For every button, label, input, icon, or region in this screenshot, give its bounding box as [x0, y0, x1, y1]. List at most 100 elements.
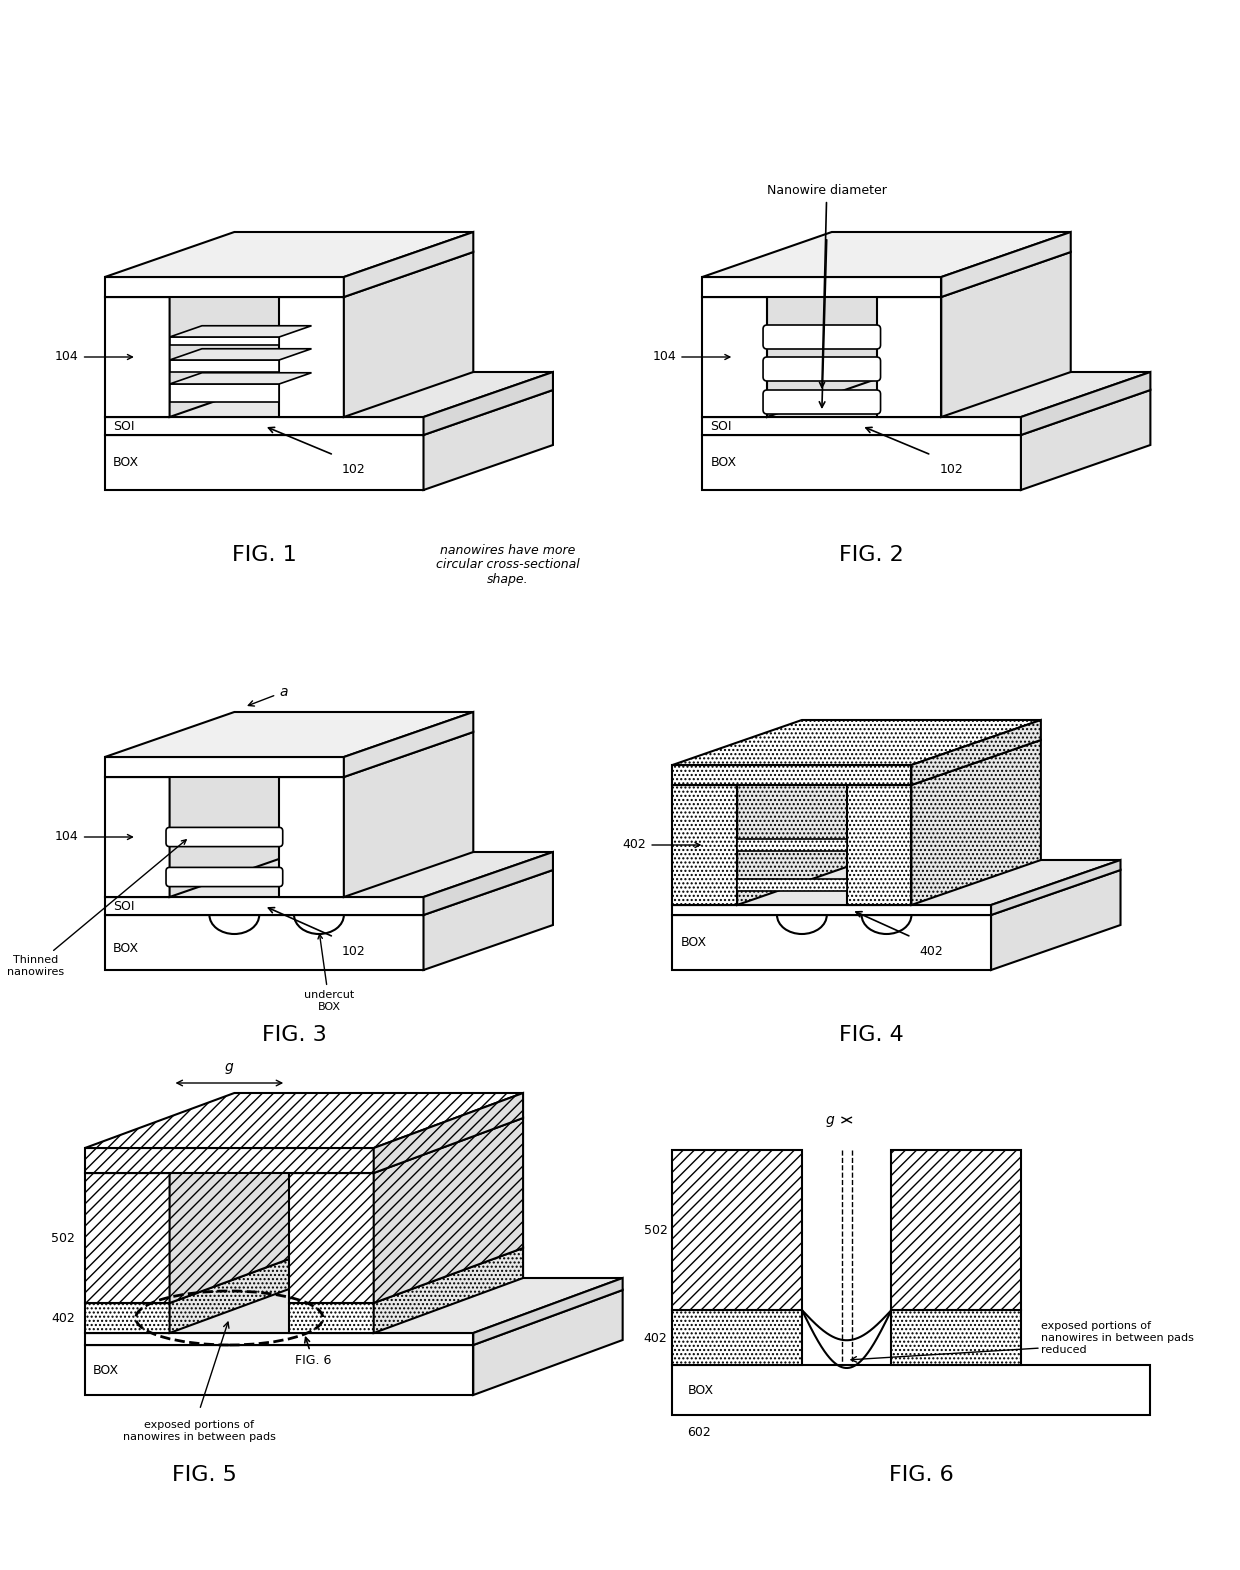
Polygon shape [86, 1173, 170, 1303]
Polygon shape [911, 739, 1040, 904]
Text: 104: 104 [55, 350, 133, 364]
Polygon shape [289, 1303, 373, 1333]
Polygon shape [289, 1248, 523, 1303]
Polygon shape [105, 896, 424, 915]
Polygon shape [1021, 389, 1151, 490]
Polygon shape [105, 418, 424, 435]
Polygon shape [702, 435, 1021, 490]
Text: 102: 102 [939, 463, 963, 476]
Text: Thinned
nanowires: Thinned nanowires [6, 840, 186, 977]
Polygon shape [289, 1118, 523, 1173]
Polygon shape [86, 1291, 622, 1345]
Polygon shape [170, 360, 279, 372]
Polygon shape [279, 732, 474, 777]
Text: FIG. 3: FIG. 3 [262, 1025, 326, 1046]
Polygon shape [1021, 372, 1151, 435]
Text: BOX: BOX [93, 1363, 119, 1377]
Polygon shape [170, 349, 311, 360]
Polygon shape [170, 253, 299, 418]
Text: FIG. 4: FIG. 4 [839, 1025, 904, 1046]
Polygon shape [279, 297, 343, 418]
Text: 402: 402 [622, 838, 699, 851]
Polygon shape [672, 870, 1121, 915]
Polygon shape [892, 1309, 1021, 1364]
Polygon shape [847, 739, 1040, 785]
Polygon shape [941, 253, 1070, 418]
FancyBboxPatch shape [763, 325, 880, 349]
Text: nanowires have more
circular cross-sectional
shape.: nanowires have more circular cross-secti… [436, 543, 580, 587]
FancyBboxPatch shape [763, 389, 880, 414]
Text: BOX: BOX [687, 1383, 713, 1396]
Text: 104: 104 [652, 350, 730, 364]
Polygon shape [672, 721, 1040, 765]
Polygon shape [105, 232, 474, 276]
Polygon shape [105, 297, 170, 418]
Text: 402: 402 [644, 1331, 667, 1344]
Polygon shape [105, 253, 299, 297]
Polygon shape [672, 1364, 1151, 1415]
Text: FIG. 6: FIG. 6 [889, 1465, 954, 1485]
Text: BOX: BOX [681, 936, 707, 950]
Polygon shape [672, 860, 1121, 904]
Polygon shape [702, 297, 768, 418]
Polygon shape [105, 853, 553, 896]
Text: BOX: BOX [113, 942, 139, 955]
Polygon shape [105, 870, 553, 915]
Polygon shape [672, 1149, 802, 1309]
Polygon shape [105, 915, 424, 970]
Text: a: a [248, 685, 288, 706]
FancyBboxPatch shape [166, 867, 283, 887]
Text: exposed portions of
nanowires in between pads: exposed portions of nanowires in between… [123, 1419, 277, 1441]
Polygon shape [105, 276, 343, 297]
Polygon shape [86, 1118, 319, 1173]
Polygon shape [170, 325, 311, 338]
Text: exposed portions of
nanowires in between pads
reduced: exposed portions of nanowires in between… [1040, 1322, 1194, 1355]
Polygon shape [991, 860, 1121, 915]
Polygon shape [847, 785, 911, 904]
Text: 602: 602 [687, 1427, 711, 1440]
Polygon shape [343, 253, 474, 418]
Polygon shape [105, 757, 343, 777]
Polygon shape [105, 372, 553, 418]
Polygon shape [672, 904, 991, 915]
Polygon shape [474, 1278, 622, 1345]
Polygon shape [86, 1345, 474, 1396]
Polygon shape [343, 732, 474, 896]
Polygon shape [702, 418, 1021, 435]
Polygon shape [474, 1291, 622, 1396]
Polygon shape [424, 372, 553, 435]
Text: g: g [826, 1113, 835, 1127]
Text: 502: 502 [644, 1223, 667, 1237]
Text: 402: 402 [919, 945, 944, 958]
Polygon shape [892, 1149, 1021, 1309]
Polygon shape [424, 870, 553, 970]
Text: BOX: BOX [113, 457, 139, 469]
Polygon shape [424, 389, 553, 490]
Polygon shape [105, 389, 553, 435]
Polygon shape [672, 765, 911, 785]
Polygon shape [343, 713, 474, 777]
Polygon shape [702, 372, 1151, 418]
Polygon shape [941, 232, 1070, 297]
Polygon shape [170, 372, 311, 385]
Polygon shape [279, 253, 474, 297]
Polygon shape [105, 435, 424, 490]
Polygon shape [702, 389, 1151, 435]
Polygon shape [343, 232, 474, 297]
Polygon shape [86, 1278, 622, 1333]
Text: SOI: SOI [711, 419, 732, 432]
Text: FIG. 6: FIG. 6 [295, 1338, 331, 1367]
Polygon shape [105, 732, 299, 777]
Polygon shape [424, 853, 553, 915]
Text: g: g [224, 1060, 233, 1074]
Text: 104: 104 [55, 831, 133, 843]
Polygon shape [373, 1118, 523, 1303]
Polygon shape [289, 1173, 373, 1303]
Text: undercut
BOX: undercut BOX [304, 934, 355, 1011]
Text: 102: 102 [342, 945, 366, 958]
Polygon shape [373, 1093, 523, 1173]
Polygon shape [737, 739, 867, 904]
Text: BOX: BOX [711, 457, 737, 469]
Polygon shape [170, 1118, 319, 1303]
Text: Nanowire diameter: Nanowire diameter [766, 184, 887, 388]
